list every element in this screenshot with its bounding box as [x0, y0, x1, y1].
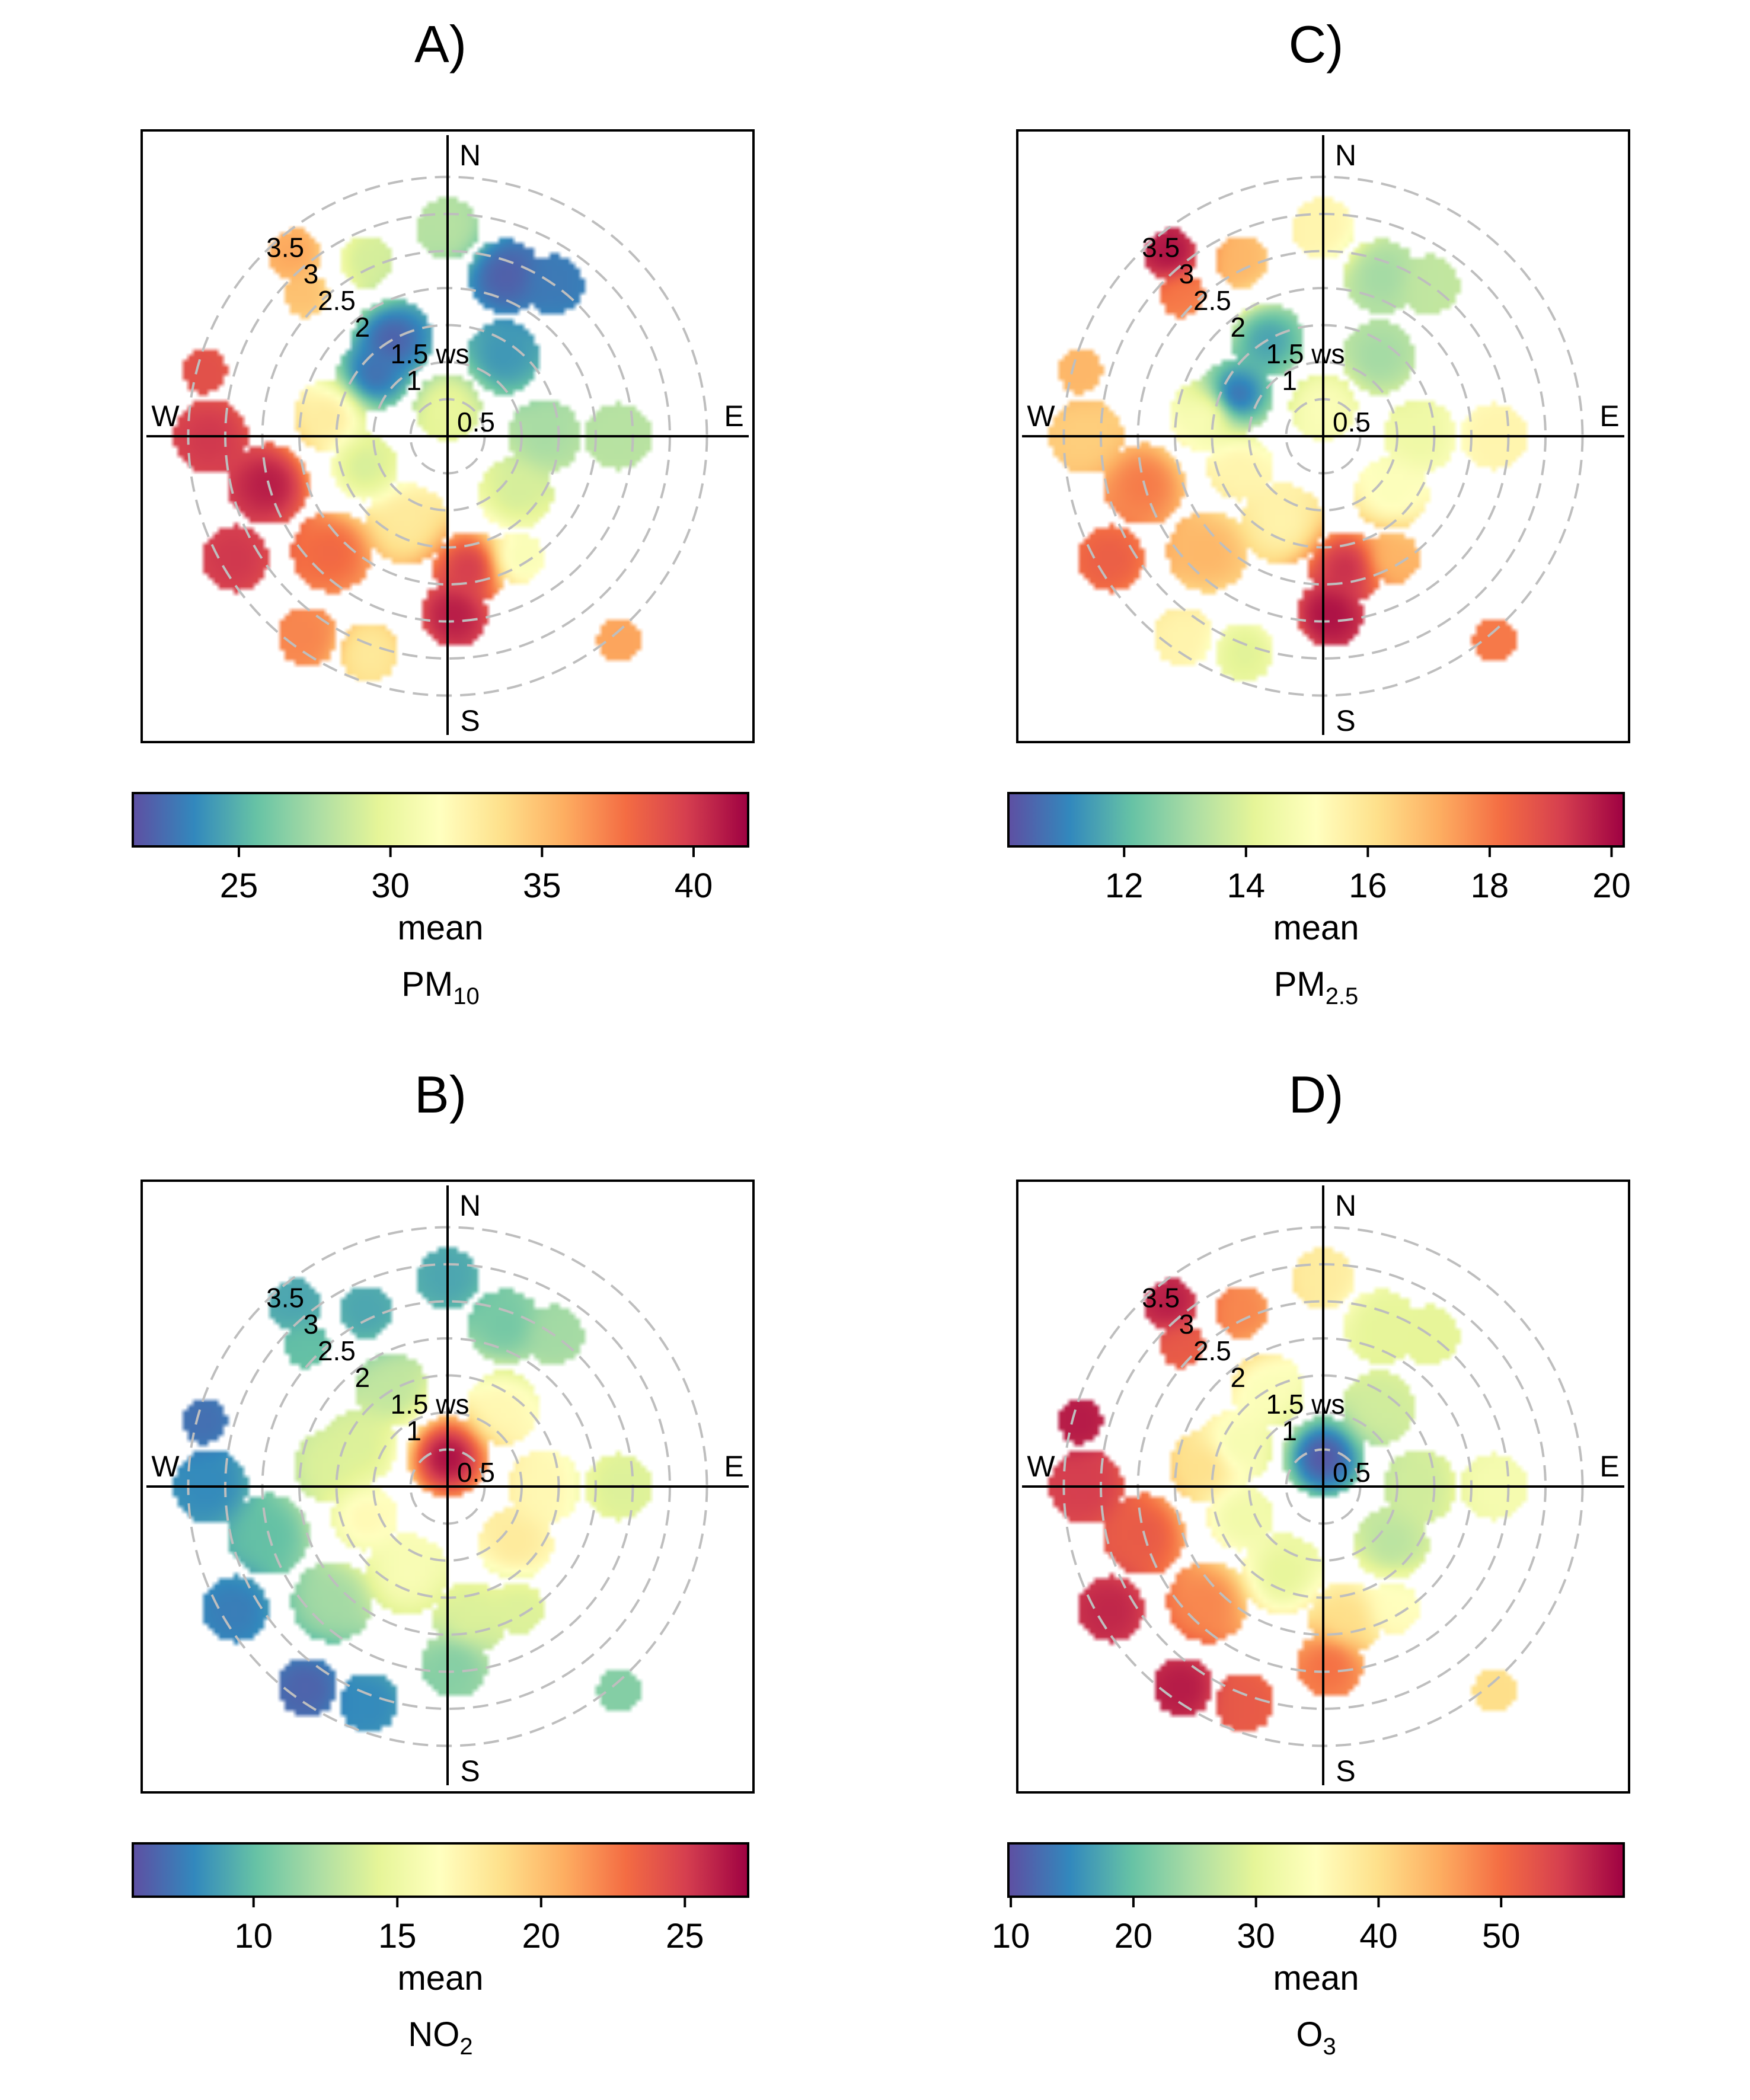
panel-title: D) [1289, 1065, 1344, 1124]
legend-stat-label: mean [1273, 1959, 1359, 1997]
panel-A: A) N S E W 0.5 11.5 ws 22.533.5 25 30 35 40 mean PM10 [122, 15, 774, 1009]
compass-s: S [1336, 704, 1355, 737]
pollutant-main: O [1296, 2015, 1323, 2054]
colour-bar-tick-label: 10 [992, 1917, 1030, 1955]
pollutant-subscript: 2.5 [1326, 983, 1359, 1009]
compass-n: N [1335, 139, 1356, 172]
ring-label: 2.5 [318, 1335, 356, 1366]
colour-legend: 25 30 35 40 mean PM10 [132, 792, 749, 1009]
colour-bar-tick-label: 20 [1114, 1917, 1153, 1955]
colour-bar-tick-label: 50 [1482, 1917, 1521, 1955]
compass-e: E [1599, 399, 1619, 433]
compass-s: S [460, 704, 480, 737]
plot-frame [140, 129, 755, 743]
ring-label: 3 [304, 258, 319, 289]
colour-bar-tick-label: 20 [522, 1917, 561, 1955]
pollutant-subscript: 10 [453, 983, 480, 1009]
compass-s: S [1336, 1754, 1355, 1788]
ring-label: 3.5 [1142, 232, 1180, 263]
ring-label: 3.5 [1142, 1282, 1180, 1313]
pollutant-main: PM [1274, 965, 1326, 1003]
colour-bar-tick-label: 12 [1105, 867, 1144, 905]
ring-label: 1.5 ws [391, 338, 470, 369]
ring-label: 1.5 ws [1266, 338, 1345, 369]
colour-bar-tick-label: 16 [1349, 867, 1387, 905]
compass-w: W [151, 1450, 180, 1483]
ring-label: 3 [1179, 258, 1195, 289]
ring-label: 3.5 [266, 232, 304, 263]
compass-w: W [1027, 399, 1055, 433]
colour-bar [132, 1842, 749, 1898]
plot-frame [1016, 129, 1630, 743]
pollutant-subscript: 2 [459, 2034, 472, 2060]
colour-bar [1007, 792, 1625, 848]
colour-bar-tick-label: 40 [1359, 1917, 1398, 1955]
ring-label: 0.5 [1333, 407, 1371, 437]
ring-label: 0.5 [457, 1457, 495, 1488]
pollutant-subscript: 3 [1323, 2034, 1336, 2060]
ring-label: 2 [355, 312, 371, 343]
plot-frame [1016, 1180, 1630, 1794]
ring-label: 1 [406, 365, 421, 396]
ring-label: 1.5 ws [391, 1389, 470, 1420]
plot-frame [140, 1180, 755, 1794]
colour-bar-tick-label: 35 [523, 867, 561, 905]
ring-label: 2 [355, 1362, 371, 1393]
colour-bar-tick-label: 15 [378, 1917, 417, 1955]
ring-label: 1.5 ws [1266, 1389, 1345, 1420]
pollutant-label: NO2 [408, 2015, 472, 2060]
colour-bar-tick-label: 30 [1237, 1917, 1275, 1955]
ring-label: 2 [1231, 1362, 1246, 1393]
compass-n: N [459, 1189, 481, 1222]
colour-bar-tick-label: 25 [220, 867, 258, 905]
compass-e: E [724, 399, 743, 433]
ring-label: 0.5 [1333, 1457, 1371, 1488]
legend-stat-label: mean [1273, 909, 1359, 947]
pollutant-label: PM10 [401, 965, 480, 1009]
ring-label: 2 [1231, 312, 1246, 343]
ring-label: 3 [304, 1309, 319, 1340]
colour-bar-tick-label: 10 [234, 1917, 273, 1955]
colour-bar-tick-label: 30 [371, 867, 410, 905]
legend-stat-label: mean [397, 1959, 483, 1997]
panel-title: B) [414, 1065, 467, 1124]
pollutant-main: NO [408, 2015, 459, 2054]
compass-n: N [459, 139, 481, 172]
colour-bar-tick-label: 20 [1592, 867, 1631, 905]
colour-bar-tick-label: 14 [1227, 867, 1266, 905]
compass-n: N [1335, 1189, 1356, 1222]
colour-bar-tick-label: 18 [1471, 867, 1509, 905]
ring-label: 1 [406, 1415, 421, 1446]
legend-stat-label: mean [397, 909, 483, 947]
ring-label: 3 [1179, 1309, 1195, 1340]
ring-label: 0.5 [457, 407, 495, 437]
panel-title: A) [414, 15, 467, 73]
compass-w: W [151, 399, 180, 433]
panel-title: C) [1289, 15, 1344, 73]
pollutant-main: PM [401, 965, 453, 1003]
ring-label: 2.5 [1193, 285, 1231, 316]
compass-w: W [1027, 1450, 1055, 1483]
colour-bar [132, 792, 749, 848]
ring-label: 3.5 [266, 1282, 304, 1313]
compass-e: E [724, 1450, 743, 1483]
colour-legend: 10 15 20 25 mean NO2 [132, 1842, 749, 2060]
colour-legend: 12 14 16 18 20 mean PM2.5 [1007, 792, 1631, 1009]
colour-bar-tick-label: 40 [675, 867, 713, 905]
colour-bar-tick-label: 25 [666, 1917, 704, 1955]
compass-e: E [1599, 1450, 1619, 1483]
colour-legend: 10 20 30 40 50 mean O3 [992, 1842, 1625, 2060]
ring-label: 1 [1282, 365, 1297, 396]
compass-s: S [460, 1754, 480, 1788]
pollutant-label: O3 [1296, 2015, 1336, 2060]
ring-label: 2.5 [1193, 1335, 1231, 1366]
pollutant-label: PM2.5 [1274, 965, 1359, 1009]
colour-bar [1007, 1842, 1625, 1898]
ring-label: 1 [1282, 1415, 1297, 1446]
ring-label: 2.5 [318, 285, 356, 316]
